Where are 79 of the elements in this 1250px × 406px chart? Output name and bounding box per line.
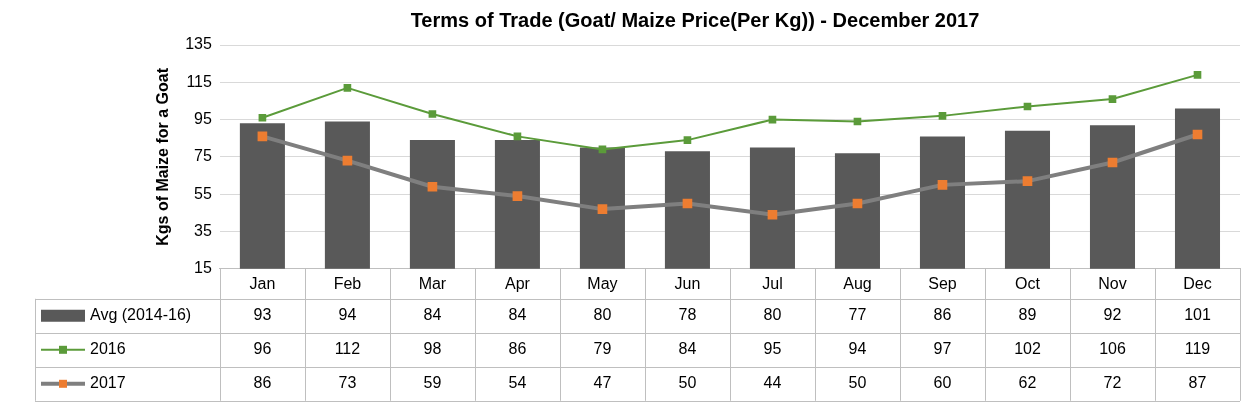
point (428, 110, 437, 118)
x-tick-label: Jul (762, 274, 783, 292)
data-label: 72 (1103, 374, 1122, 392)
y-tick-label: 95 (194, 110, 212, 128)
data-label: 86 (508, 340, 527, 358)
point (938, 112, 947, 120)
chart-title: Terms of Trade (Goat/ Maize Price(Per Kg)) - December 2017 (410, 8, 980, 31)
data-label: 86 (933, 306, 952, 324)
y-tick-label: 75 (194, 147, 212, 165)
x-tick-label: Aug (843, 274, 872, 292)
point (257, 131, 268, 142)
data-label: 54 (508, 374, 527, 392)
data-label: 89 (1018, 306, 1037, 324)
data-label: 96 (253, 340, 272, 358)
data-label: 84 (423, 306, 442, 324)
data-label: 47 (593, 374, 612, 392)
y-tick-label: 55 (194, 184, 212, 202)
point (343, 84, 352, 92)
point (1107, 157, 1118, 168)
data-label: 80 (763, 306, 782, 324)
data-label: 92 (1103, 306, 1122, 324)
data-label: 50 (848, 374, 867, 392)
x-tick-label: Jun (674, 274, 701, 292)
x-tick-label: Sep (928, 274, 957, 292)
point (597, 204, 608, 214)
data-label: 84 (678, 340, 697, 358)
x-tick-label: Apr (504, 274, 531, 292)
x-tick-label: Mar (418, 274, 447, 292)
data-label: 112 (334, 340, 361, 358)
data-label: 94 (338, 306, 357, 324)
point (1192, 129, 1203, 140)
y-tick-label: 135 (185, 35, 212, 53)
data-label: 94 (848, 340, 867, 358)
y-tick-label: 35 (194, 221, 212, 239)
data-label: 50 (678, 374, 697, 392)
data-label: 93 (253, 306, 272, 324)
data-label: 87 (1188, 374, 1207, 392)
y-tick-label: 115 (186, 72, 212, 90)
point (683, 136, 692, 144)
data-label: 59 (423, 374, 442, 392)
point (682, 198, 693, 209)
data-label: 101 (1184, 306, 1211, 324)
point (1022, 176, 1033, 186)
data-label: 44 (763, 374, 782, 392)
x-tick-label: Feb (333, 274, 362, 292)
x-tick-label: Dec (1183, 274, 1212, 292)
data-label: 95 (763, 340, 782, 358)
x-tick-label: May (587, 274, 618, 292)
data-label: 79 (593, 340, 612, 358)
data-label: 60 (933, 374, 952, 392)
data-label: 78 (678, 306, 697, 324)
point (512, 191, 523, 201)
data-label: 102 (1014, 340, 1041, 358)
point (258, 113, 267, 122)
data-label: 97 (933, 340, 952, 358)
data-label: 62 (1018, 374, 1037, 392)
data-label: 84 (508, 306, 527, 324)
data-label: 77 (848, 306, 867, 324)
y-axis-title: Kgs of Maize for a Goat (154, 67, 172, 246)
point (937, 180, 948, 190)
legend-label: 2017 (90, 374, 126, 392)
legend-label: 2016 (90, 340, 126, 358)
data-label: 119 (1184, 340, 1211, 358)
x-tick-label: Nov (1098, 274, 1127, 292)
data-label: 73 (338, 374, 357, 392)
y-tick-label: 15 (194, 259, 212, 277)
data-label: 98 (423, 340, 442, 358)
x-tick-label: Jan (249, 274, 276, 292)
point (1108, 95, 1117, 103)
legend-label: Avg (2014-16) (90, 306, 192, 324)
point (767, 209, 778, 220)
data-label: 80 (593, 306, 612, 324)
point (427, 181, 438, 192)
x-tick-label: Oct (1015, 274, 1041, 292)
point (852, 198, 863, 209)
data-label: 86 (253, 374, 272, 392)
data-label: 106 (1099, 340, 1126, 358)
point (342, 155, 353, 166)
point (1193, 71, 1202, 79)
